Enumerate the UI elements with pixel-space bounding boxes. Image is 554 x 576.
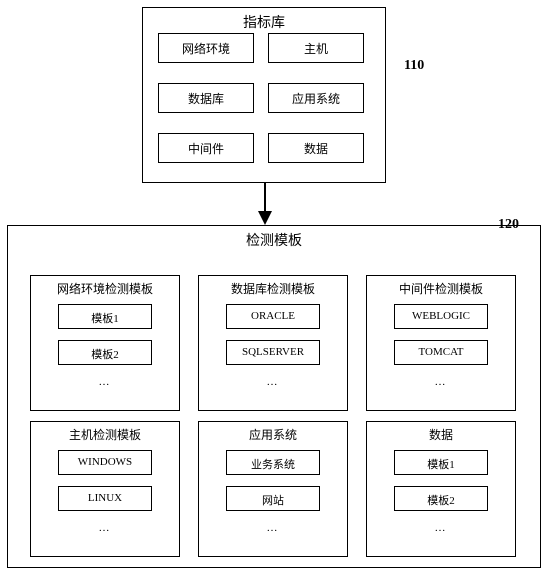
indicator-item: 主机 [268,33,364,63]
arrow-head-icon [258,211,272,225]
indicator-item: 中间件 [158,133,254,163]
template-item: 业务系统 [226,450,320,475]
template-panel: 网络环境检测模板模板1 模板2 … [30,275,180,411]
label-120: 120 [498,217,519,233]
template-panel-title: 主机检测模板 [31,422,179,448]
template-item: 网站 [226,486,320,511]
indicator-item: 应用系统 [268,83,364,113]
template-item: TOMCAT [394,340,488,365]
ellipsis: … [267,376,280,388]
template-panel-title: 数据 [367,422,515,448]
ellipsis: … [435,522,448,534]
template-item: 模板1 [394,450,488,475]
template-panel: 数据库检测模板ORACLE SQLSERVER … [198,275,348,411]
label-110: 110 [404,58,424,74]
template-panel: 中间件检测模板WEBLOGIC TOMCAT … [366,275,516,411]
template-panel-title: 网络环境检测模板 [31,276,179,302]
template-panel: 数据模板1 模板2 … [366,421,516,557]
template-panel: 应用系统业务系统网站 … [198,421,348,557]
template-panel: 主机检测模板WINDOWS LINUX … [30,421,180,557]
template-item: LINUX [58,486,152,511]
template-item: SQLSERVER [226,340,320,365]
indicator-item: 数据 [268,133,364,163]
template-item: 模板1 [58,304,152,329]
template-item: 模板2 [394,486,488,511]
ellipsis: … [99,522,112,534]
ellipsis: … [435,376,448,388]
template-title: 检测模板 [8,226,540,256]
template-item: WINDOWS [58,450,152,475]
template-panel-title: 数据库检测模板 [199,276,347,302]
indicator-item: 网络环境 [158,33,254,63]
ellipsis: … [99,376,112,388]
template-item: 模板2 [58,340,152,365]
arrow-line [264,183,266,211]
template-item: WEBLOGIC [394,304,488,329]
indicator-item: 数据库 [158,83,254,113]
ellipsis: … [267,522,280,534]
template-panel-title: 应用系统 [199,422,347,448]
template-panel-title: 中间件检测模板 [367,276,515,302]
template-item: ORACLE [226,304,320,329]
